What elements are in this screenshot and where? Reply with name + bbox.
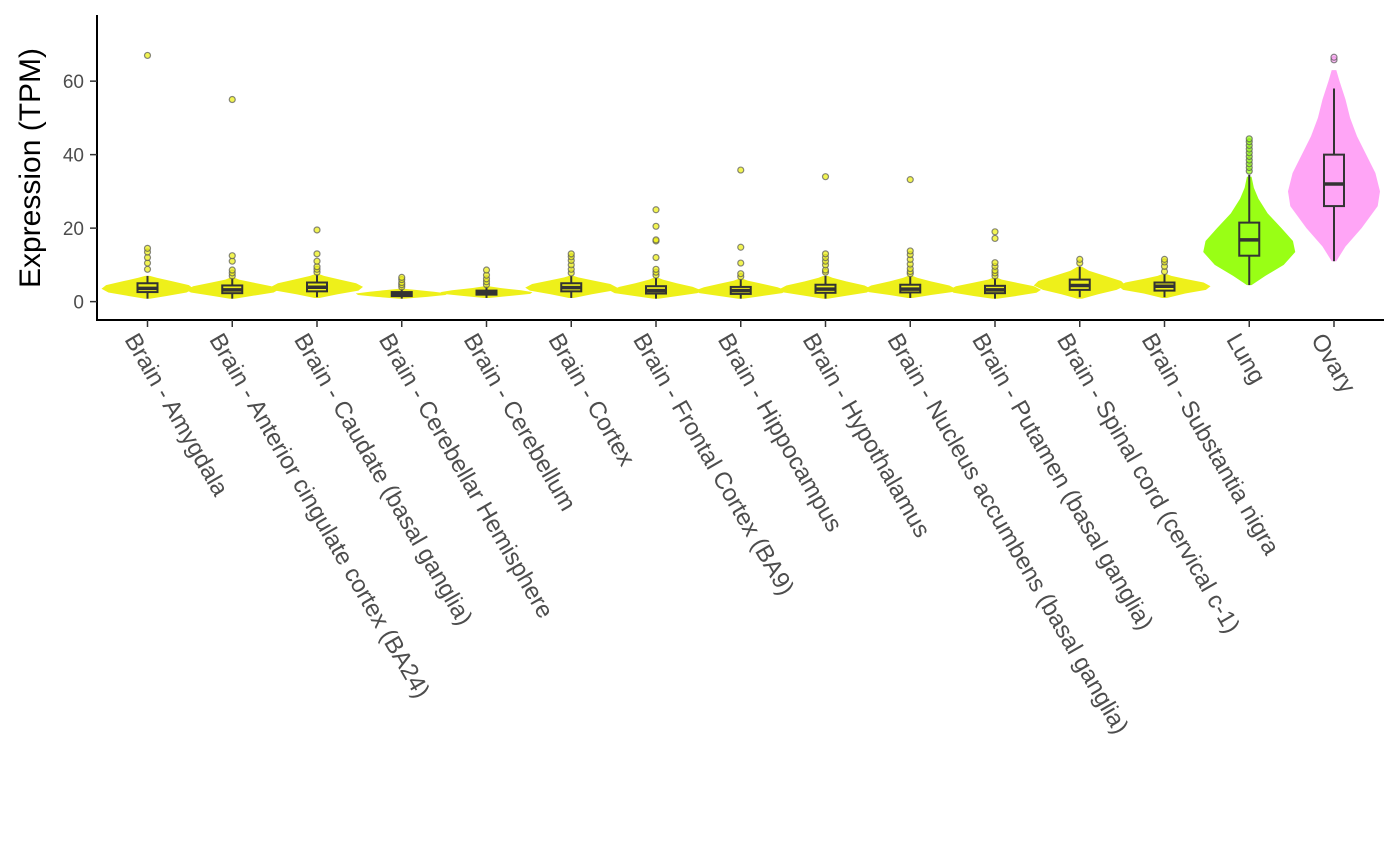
outlier-point	[652, 206, 660, 214]
y-tick-label: 20	[63, 219, 84, 240]
x-tick-label: Brain - Cerebellar Hemisphere	[373, 329, 558, 623]
outlier-point	[228, 252, 236, 260]
outlier-point	[737, 243, 745, 251]
violin-group	[949, 228, 1041, 299]
outlier-point	[567, 250, 575, 258]
outlier-point	[991, 234, 999, 243]
outlier-point	[143, 51, 152, 60]
outlier-point	[652, 236, 660, 244]
violin-group	[1118, 255, 1211, 298]
box	[1323, 153, 1345, 208]
y-tick-label: 0	[73, 293, 84, 314]
outlier-point	[906, 176, 914, 184]
outlier-point	[737, 270, 745, 278]
outlier-point	[1076, 255, 1084, 263]
x-tick-label: Ovary	[1305, 329, 1360, 398]
y-axis-title: Expression (TPM)	[14, 48, 47, 288]
x-tick-label: Brain - Frontal Cortex (BA9)	[627, 329, 799, 600]
outlier-point	[313, 257, 321, 265]
violin-group	[355, 273, 448, 299]
outlier-point	[652, 222, 660, 230]
outlier-point	[313, 226, 321, 234]
outlier-point	[652, 265, 660, 273]
y-axis-ticks: 0 20 40 60	[63, 72, 97, 314]
x-tick-label: Brain - Caudate (basal ganglia)	[288, 329, 477, 630]
outlier-point	[906, 247, 914, 255]
x-tick-label: Brain - Cortex	[543, 329, 640, 471]
violin-group	[1203, 135, 1296, 286]
violin-group	[1288, 53, 1380, 262]
violin-group	[101, 51, 194, 299]
outlier-point	[482, 266, 491, 274]
y-tick-label: 60	[63, 72, 84, 93]
outlier-point	[1160, 255, 1169, 263]
outlier-point	[1245, 135, 1253, 143]
y-tick-label: 40	[63, 146, 84, 167]
outlier-point	[821, 173, 830, 181]
outlier-point	[991, 228, 999, 236]
outlier-point	[398, 273, 406, 281]
outlier-point	[313, 250, 321, 258]
outlier-point	[991, 259, 999, 267]
violin-group	[1033, 255, 1126, 299]
plot-area	[101, 51, 1380, 299]
x-tick-label: Brain - Spinal cord (cervical c-1)	[1051, 329, 1245, 638]
outlier-point	[143, 265, 152, 273]
outlier-point	[1330, 53, 1338, 61]
outlier-point	[228, 95, 236, 104]
violin-group	[186, 95, 279, 299]
violin-group	[440, 266, 533, 298]
violin-group	[864, 176, 957, 298]
violin-group	[610, 206, 702, 299]
outlier-point	[143, 244, 152, 252]
outlier-point	[821, 250, 830, 258]
outlier-point	[737, 259, 745, 267]
violin-group	[271, 226, 363, 298]
outlier-point	[652, 253, 660, 262]
violin-group	[779, 173, 872, 299]
outlier-point	[228, 266, 236, 274]
outlier-point	[737, 166, 745, 174]
x-tick-label: Brain - Putamen (basal ganglia)	[966, 329, 1158, 635]
violin-group	[694, 166, 787, 299]
violin-group	[525, 250, 618, 298]
x-tick-label: Lung	[1221, 329, 1271, 389]
